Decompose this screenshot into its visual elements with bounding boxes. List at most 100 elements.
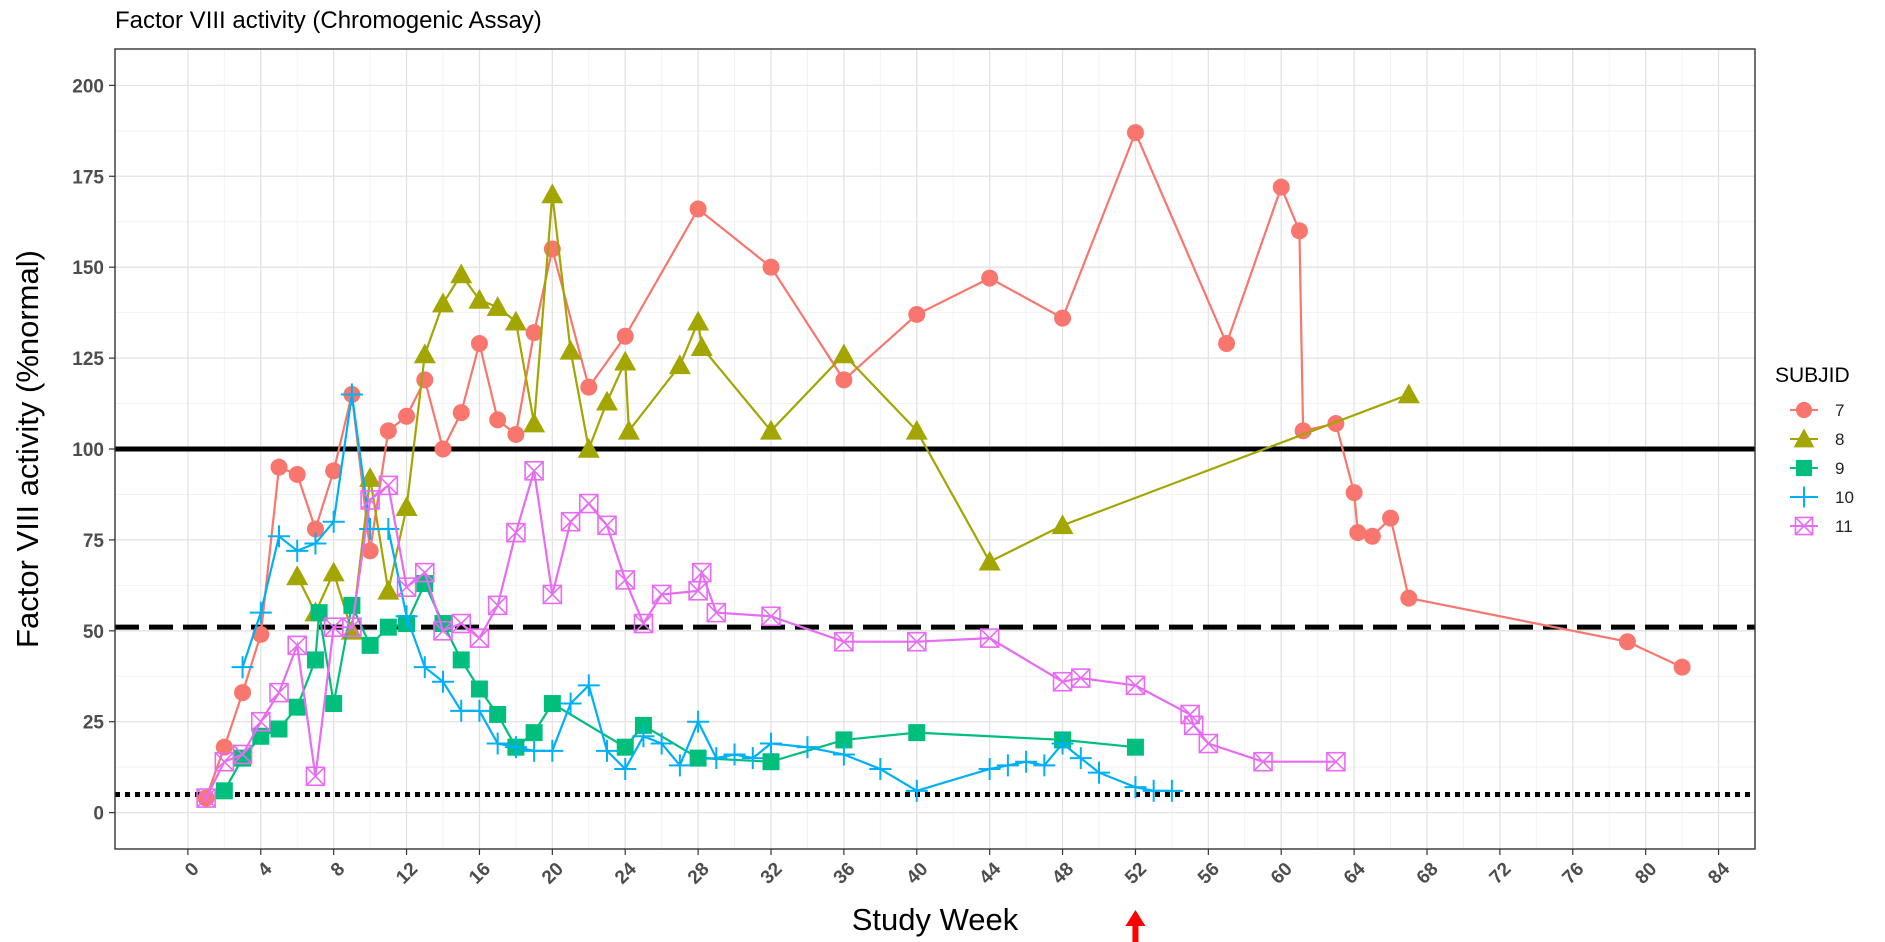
series-8-point [450,263,473,284]
cross-b [324,617,344,637]
cross-b [633,613,654,634]
series-10-point [268,525,290,548]
box [906,631,927,652]
cross-b [469,628,490,648]
y-tick-label: 75 [83,531,105,552]
series-7-point [452,404,470,422]
series-9-point [543,695,561,713]
series-11-point [578,493,599,514]
series-8-point [286,565,309,586]
cross-b [451,613,471,634]
cross-b [506,523,526,543]
box [615,570,636,590]
legend: SUBJID 7 8 9 10 11 [1775,364,1854,536]
series-7-point [416,371,434,389]
series-10-point [832,743,855,766]
series-8-point [395,496,418,516]
series-11-point [1125,675,1146,696]
series-7-point [234,684,252,702]
cross-b [287,635,307,655]
x-tick-label: 28 [684,859,714,889]
series-8-point [504,310,527,331]
chart-title: Factor VIII activity (Chromogenic Assay) [115,7,542,34]
series-10-point [1088,761,1110,784]
legend-item-9: 9 [1790,459,1844,478]
box [360,490,380,510]
series-11-point [691,562,712,583]
series-10-point [395,605,418,628]
x-tick-label: 48 [1048,859,1078,889]
y-tick-label: 0 [93,804,104,825]
box [269,682,289,703]
series-9-point [908,724,926,742]
series-9-point [270,720,288,738]
series-10-point [741,747,764,770]
series-9-point [288,698,306,716]
series-8-point [617,419,640,440]
box [706,602,727,623]
box [1180,704,1200,725]
series-7-point [288,465,306,483]
series-7-point [489,411,507,429]
series-8-point [541,183,564,204]
x-tick-label: 24 [611,858,641,888]
series-11-point [706,602,727,623]
y-tick-label: 25 [83,713,105,734]
box [305,766,326,787]
legend-marker [1795,459,1813,477]
series-7-point [325,462,343,480]
series-11-point [360,490,380,510]
box [250,711,271,732]
y-tick-label: 100 [72,440,104,461]
series-7 [197,124,1691,807]
box [524,461,544,481]
series-7-point [1126,124,1144,142]
series-7-point [379,422,397,440]
box [469,628,490,648]
box [1183,715,1204,736]
series-10-point [1069,747,1092,770]
series-11 [196,461,1346,808]
box [1070,668,1091,688]
x-tick-label: 16 [465,859,495,889]
series-9-point [325,695,343,713]
x-axis-title: Study Week [852,902,1019,937]
cross-b [1326,752,1346,772]
cross-b [1794,516,1814,536]
legend-item-10: 10 [1790,486,1854,508]
legend-label: 8 [1835,430,1844,449]
legend-marker [1793,428,1815,448]
cross-b [488,595,508,615]
cross-b [251,712,271,732]
box [1125,675,1146,696]
series-10-point [304,532,327,555]
box [560,511,581,532]
series-7-point [835,371,853,389]
series-9-point [252,727,270,745]
series-11-point [305,766,326,787]
series-7-point [981,269,999,287]
series-10-point [432,670,454,693]
series-9-point [689,749,707,767]
series-11-point [1326,751,1346,772]
series-11-point [469,628,490,648]
cross-b [433,621,453,641]
cross-b [688,581,708,601]
legend-item-11: 11 [1790,516,1853,536]
legend-marker [1793,486,1815,508]
cross-b [378,475,398,495]
cross-b [360,490,380,510]
cross-b [834,632,854,652]
x-tick-label: 64 [1340,858,1370,888]
series-11-point [615,570,636,590]
series-10-point [796,736,819,759]
x-tick-label: 8 [327,859,349,881]
box [414,562,435,583]
box [342,617,362,637]
series-11-point [1052,671,1073,692]
series-8-point [760,419,782,440]
x-tick-label: 84 [1704,858,1734,888]
box [196,788,216,808]
x-tick-label: 4 [254,858,277,881]
x-tick-label: 56 [1194,859,1224,889]
